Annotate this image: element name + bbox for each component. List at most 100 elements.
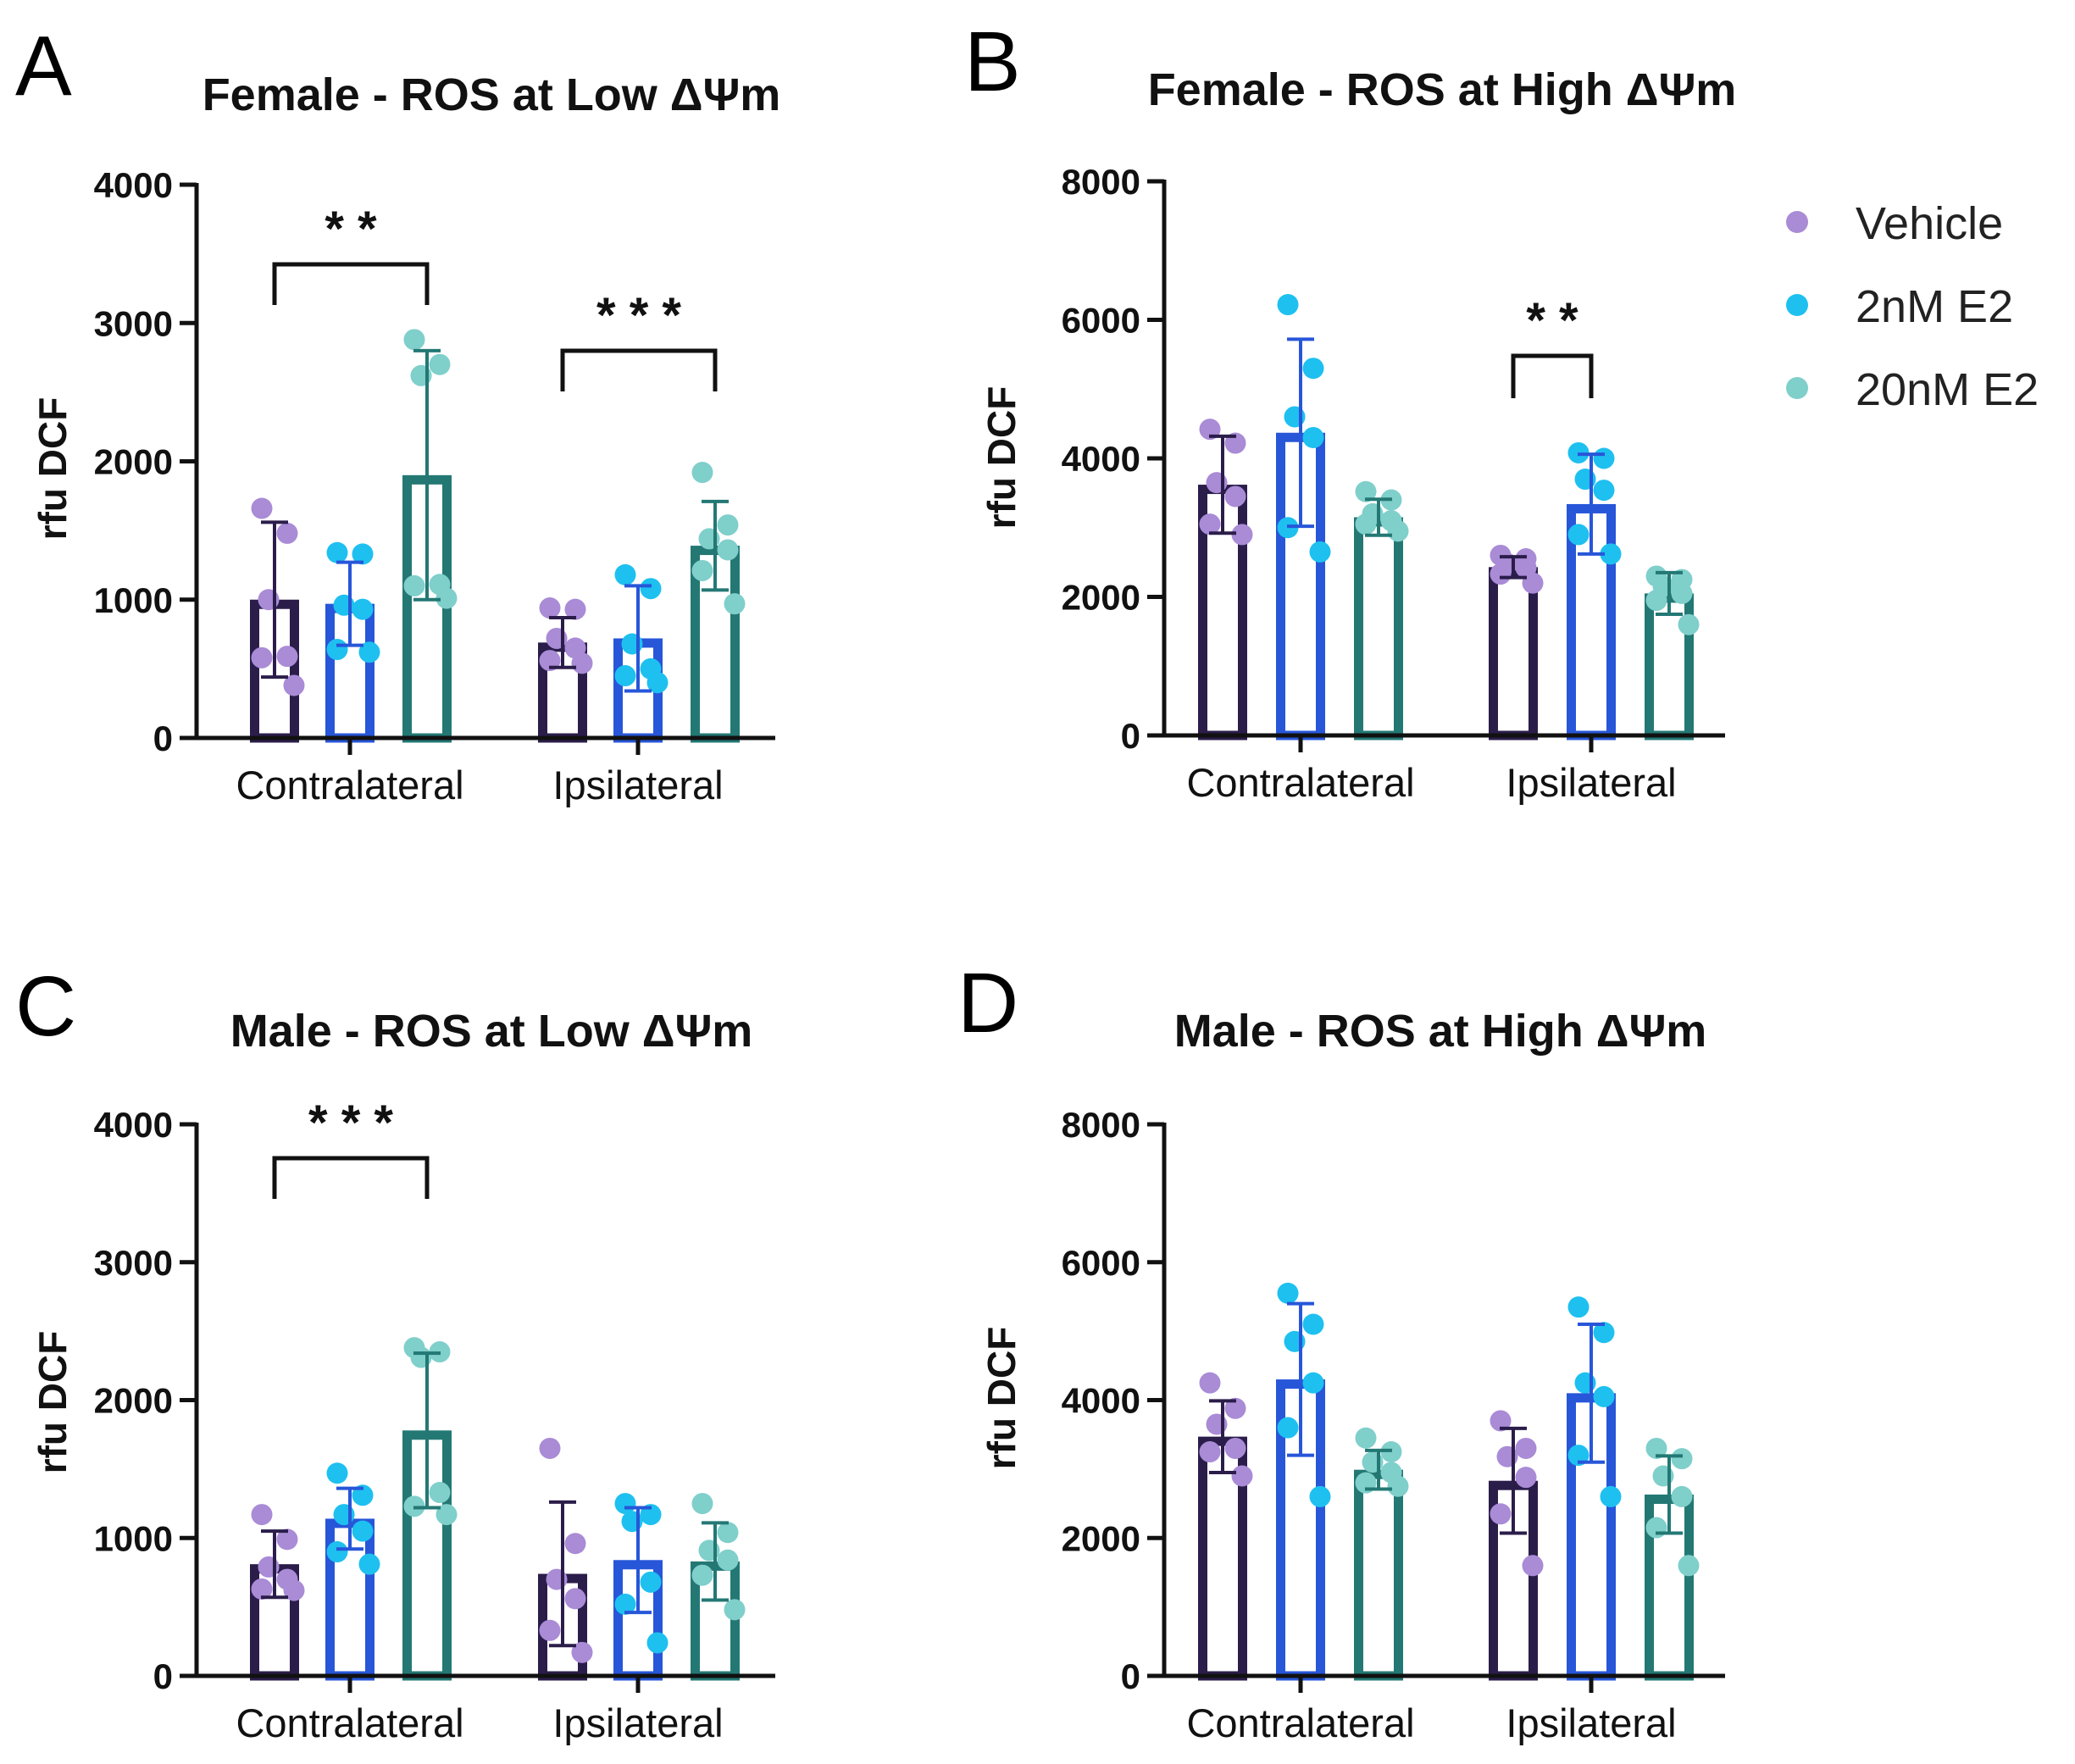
data-point — [352, 1520, 374, 1542]
data-point — [1224, 1437, 1246, 1459]
panel-title: Female - ROS at Low ΔΨm — [203, 69, 781, 120]
data-point — [1593, 1322, 1615, 1344]
data-point — [564, 598, 586, 620]
data-point — [1355, 1427, 1377, 1449]
panel-a: A Female - ROS at Low ΔΨm rfu DCF 0 1000 2… — [15, 19, 780, 807]
panel-title: Male - ROS at Low ΔΨm — [230, 1006, 753, 1057]
legend-marker-20nm-e2 — [1786, 377, 1808, 399]
data-point — [1302, 1372, 1324, 1394]
data-point — [1671, 1485, 1693, 1507]
data-point — [1355, 513, 1377, 535]
data-point — [1199, 1372, 1221, 1394]
significance-label: * * — [325, 202, 377, 257]
data-point — [283, 1579, 305, 1601]
data-point — [251, 497, 273, 519]
data-point — [276, 1528, 298, 1550]
data-point — [691, 1564, 713, 1586]
data-point — [1593, 1385, 1615, 1407]
legend-label-vehicle: Vehicle — [1856, 198, 2003, 249]
significance-bracket — [272, 1156, 430, 1199]
panel-c: C Male - ROS at Low ΔΨm rfu DCF 0 1000 200… — [15, 959, 775, 1745]
data-point — [1567, 524, 1590, 546]
y-tick-label: 6000 — [1062, 301, 1140, 341]
data-point — [326, 541, 348, 563]
y-tick-label: 2000 — [94, 1381, 173, 1421]
data-point — [1600, 1485, 1622, 1507]
x-tick-label: Contralateral — [236, 1700, 463, 1745]
bar-20nm-e2-contralateral — [1354, 517, 1403, 741]
data-point — [1490, 1410, 1512, 1432]
data-point — [1302, 426, 1324, 448]
legend-marker-2nm-e2 — [1786, 294, 1808, 316]
significance-bracket — [560, 348, 718, 391]
data-point — [326, 639, 348, 661]
data-point — [1671, 1448, 1693, 1470]
data-point — [1199, 1441, 1221, 1463]
y-tick-label: 4000 — [1062, 1381, 1140, 1421]
data-point — [1387, 1475, 1409, 1497]
y-tick-label: 4000 — [1062, 439, 1140, 479]
data-point — [251, 1578, 273, 1600]
bar-20nm-e2-contralateral — [1354, 1469, 1403, 1681]
data-point — [691, 559, 713, 581]
data-point — [326, 1462, 348, 1484]
data-point — [1515, 1437, 1537, 1459]
data-point — [326, 1541, 348, 1563]
data-point — [1522, 572, 1544, 594]
data-point — [717, 1549, 739, 1571]
panel-d: D Male - ROS at High ΔΨm rfu DCF 0 2000 40… — [957, 956, 1725, 1745]
data-point — [691, 462, 713, 484]
data-point — [640, 578, 662, 600]
legend-label-20nm-e2: 20nM E2 — [1856, 364, 2039, 415]
data-point — [1645, 1437, 1667, 1459]
data-point — [276, 522, 298, 544]
significance-label: * * — [1526, 293, 1578, 348]
data-point — [436, 1504, 458, 1526]
panel-title: Male - ROS at High ΔΨm — [1174, 1006, 1707, 1057]
data-point — [1593, 480, 1615, 502]
data-point — [1231, 524, 1253, 546]
data-point — [358, 641, 380, 663]
bar-vehicle-ipsilateral — [1489, 567, 1538, 741]
y-tick-label: 6000 — [1062, 1243, 1140, 1283]
legend: Vehicle 2nM E2 20nM E2 — [1786, 198, 2039, 415]
panel-letter-d: D — [957, 956, 1018, 1051]
data-point — [717, 1522, 739, 1544]
data-point — [1490, 1503, 1512, 1525]
data-point — [1224, 1397, 1246, 1419]
significance-label: * * * — [308, 1096, 393, 1151]
data-point — [429, 1482, 451, 1504]
panel-letter-a: A — [15, 19, 72, 114]
data-point — [276, 646, 298, 668]
y-tick-label: 4000 — [94, 165, 173, 205]
y-tick-label: 1000 — [94, 1518, 173, 1558]
data-point — [717, 539, 739, 561]
data-point — [539, 1619, 561, 1641]
data-point — [1309, 541, 1331, 563]
data-point — [1515, 1467, 1537, 1489]
data-point — [1387, 520, 1409, 542]
legend-label-2nm-e2: 2nM E2 — [1856, 281, 2013, 332]
panel-b: B Female - ROS at High ΔΨm rfu DCF 0 2000… — [964, 14, 1736, 805]
data-point — [1231, 1465, 1253, 1487]
data-point — [1645, 590, 1667, 612]
y-tick-label: 1000 — [94, 580, 173, 620]
data-point — [646, 1632, 669, 1654]
data-point — [614, 563, 636, 585]
data-point — [539, 597, 561, 619]
data-point — [1600, 543, 1622, 565]
data-point — [1277, 1417, 1299, 1439]
data-point — [1309, 1485, 1331, 1507]
data-point — [1645, 1517, 1667, 1539]
y-tick-label: 4000 — [94, 1105, 173, 1145]
significance-label: * * * — [596, 288, 681, 343]
y-tick-label: 3000 — [94, 1243, 173, 1283]
panel-letter-b: B — [964, 14, 1021, 109]
data-point — [1671, 582, 1693, 604]
data-point — [1522, 1555, 1544, 1577]
x-tick-label: Ipsilateral — [1506, 1700, 1676, 1745]
data-point — [1678, 1555, 1700, 1577]
data-point — [724, 593, 746, 615]
data-point — [1224, 485, 1246, 508]
data-point — [564, 1588, 586, 1610]
